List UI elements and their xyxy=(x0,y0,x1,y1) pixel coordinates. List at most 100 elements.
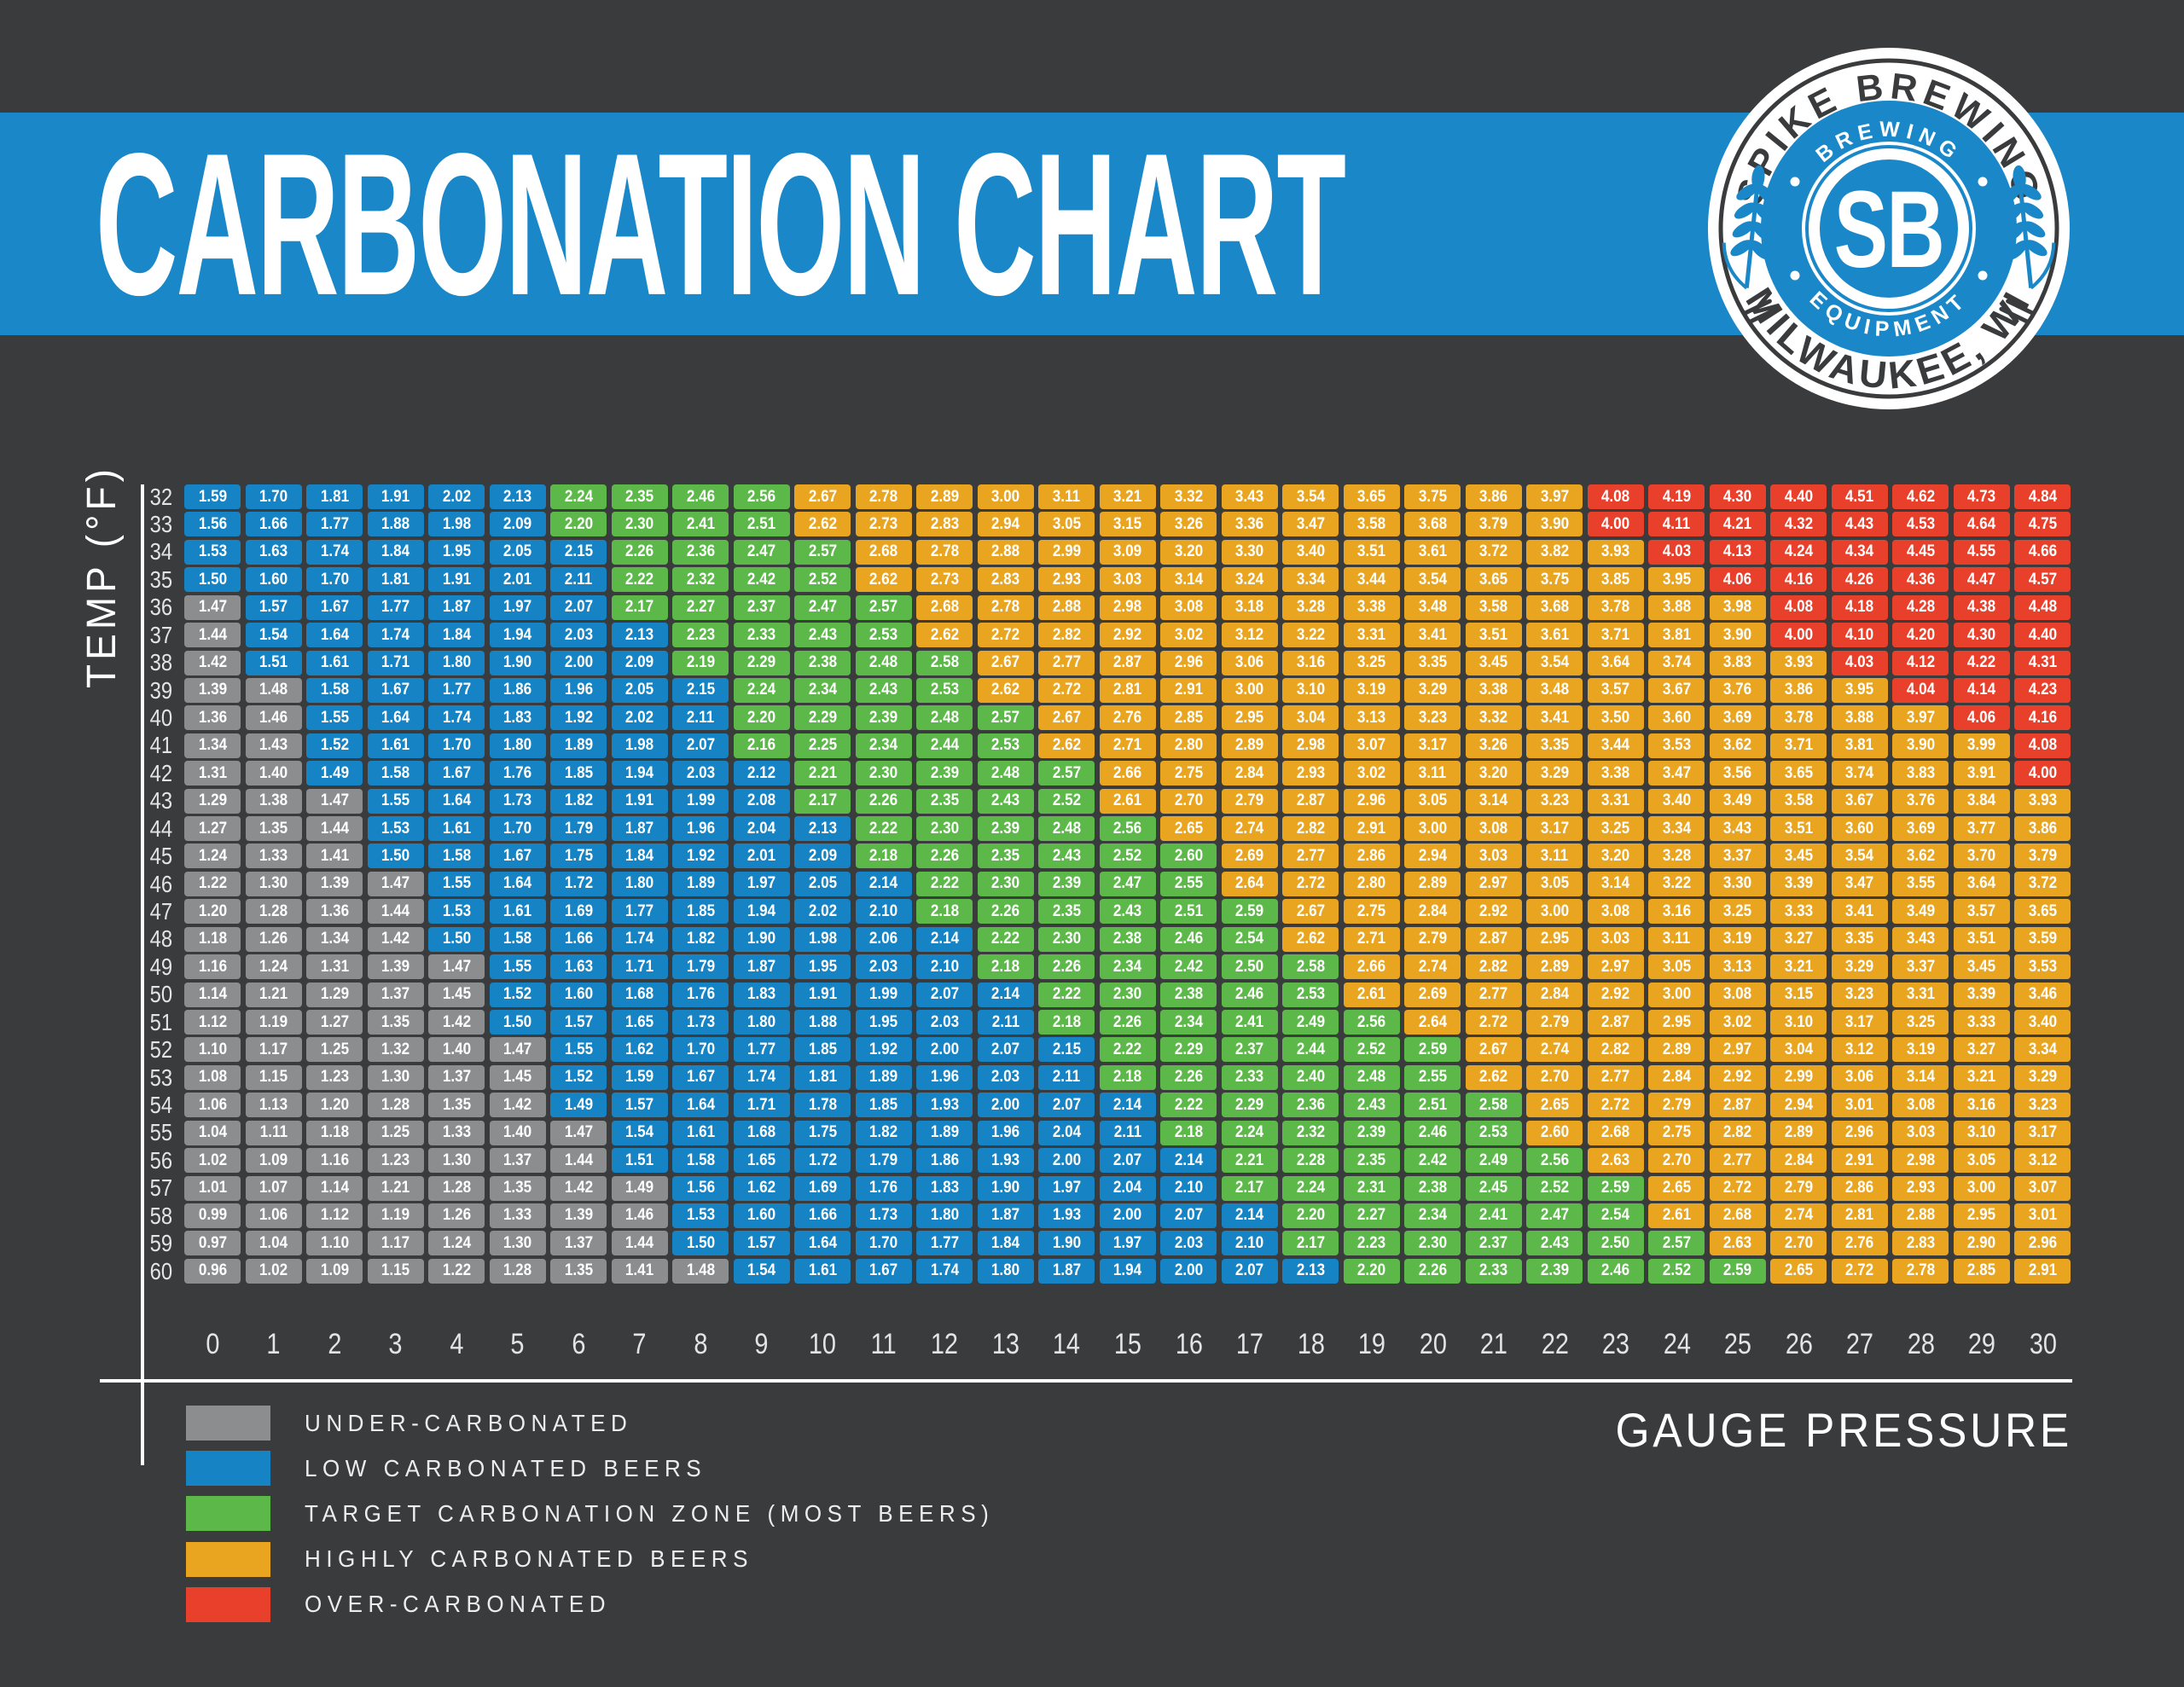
cell-t47-p4: 1.53 xyxy=(428,899,485,925)
cell-t41-p10: 2.25 xyxy=(794,733,851,758)
cell-value: 1.96 xyxy=(564,681,593,699)
cell-value: 3.12 xyxy=(1845,1040,1874,1058)
cell-value: 3.21 xyxy=(1967,1068,1996,1087)
cell-t51-p24: 2.95 xyxy=(1648,1010,1705,1035)
cell-t45-p10: 2.09 xyxy=(794,844,851,869)
cell-t32-p23: 4.08 xyxy=(1587,484,1644,509)
cell-t35-p5: 2.01 xyxy=(489,567,546,593)
cell-value: 2.95 xyxy=(1967,1206,1996,1225)
cell-value: 1.41 xyxy=(624,1261,654,1280)
cell-value: 4.40 xyxy=(1784,487,1814,506)
cell-t57-p16: 2.10 xyxy=(1160,1175,1217,1201)
cell-value: 2.89 xyxy=(1235,736,1264,755)
cell-value: 3.51 xyxy=(1967,930,1996,948)
cell-value: 1.30 xyxy=(258,874,288,893)
cell-t34-p20: 3.61 xyxy=(1404,539,1461,565)
cell-t48-p8: 1.82 xyxy=(672,926,729,952)
cell-value: 1.51 xyxy=(258,653,288,672)
cell-value: 3.16 xyxy=(1967,1095,1996,1114)
cell-value: 2.40 xyxy=(1296,1068,1325,1087)
cell-t32-p15: 3.21 xyxy=(1099,484,1156,509)
cell-value: 1.67 xyxy=(380,681,410,699)
cell-t51-p20: 2.64 xyxy=(1404,1010,1461,1035)
cell-t55-p26: 2.89 xyxy=(1770,1120,1827,1145)
cell-value: 1.74 xyxy=(320,542,349,561)
cell-t34-p25: 4.13 xyxy=(1709,539,1766,565)
cell-t57-p3: 1.21 xyxy=(367,1175,424,1201)
cell-t55-p23: 2.68 xyxy=(1587,1120,1644,1145)
cell-t53-p7: 1.59 xyxy=(611,1064,668,1090)
cell-t43-p27: 3.67 xyxy=(1831,788,1888,814)
cell-t42-p8: 2.03 xyxy=(672,761,729,786)
cell-value: 1.90 xyxy=(502,653,532,672)
cell-value: 2.98 xyxy=(1296,736,1325,755)
cell-value: 2.23 xyxy=(686,625,715,644)
cell-value: 3.46 xyxy=(2028,985,2058,1004)
cell-t47-p27: 3.41 xyxy=(1831,899,1888,925)
cell-value: 2.11 xyxy=(991,1012,1019,1031)
cell-t59-p8: 1.50 xyxy=(672,1231,729,1256)
y-tick-53: 53 xyxy=(149,1064,172,1091)
cell-t34-p16: 3.20 xyxy=(1160,539,1217,565)
cell-value: 3.28 xyxy=(1296,598,1325,617)
cell-t47-p28: 3.49 xyxy=(1892,899,1949,925)
cell-value: 2.19 xyxy=(686,653,715,672)
y-tick-45: 45 xyxy=(149,843,172,870)
cell-value: 2.03 xyxy=(930,1012,959,1031)
cell-t45-p7: 1.84 xyxy=(611,844,668,869)
cell-value: 3.15 xyxy=(1113,514,1142,533)
cell-value: 2.79 xyxy=(1235,791,1264,810)
cell-value: 2.39 xyxy=(1357,1123,1386,1142)
cell-value: 1.01 xyxy=(198,1179,227,1197)
cell-t37-p12: 2.62 xyxy=(916,623,973,648)
cell-value: 2.66 xyxy=(1113,763,1142,782)
cell-t49-p26: 3.21 xyxy=(1770,954,1827,980)
cell-value: 4.06 xyxy=(1967,708,1996,727)
cell-t54-p11: 1.85 xyxy=(855,1093,912,1118)
cell-value: 2.47 xyxy=(808,598,837,617)
cell-value: 3.48 xyxy=(1540,681,1569,699)
cell-t36-p13: 2.78 xyxy=(977,594,1034,620)
cell-t42-p22: 3.29 xyxy=(1526,761,1583,786)
cell-value: 1.54 xyxy=(258,625,288,644)
cell-value: 1.97 xyxy=(1113,1233,1142,1252)
cell-t34-p5: 2.05 xyxy=(489,539,546,565)
cell-value: 3.29 xyxy=(1418,681,1447,699)
cell-t56-p2: 1.16 xyxy=(306,1148,363,1174)
cell-t32-p1: 1.70 xyxy=(245,484,302,509)
cell-value: 2.14 xyxy=(930,930,959,948)
cell-t57-p1: 1.07 xyxy=(245,1175,302,1201)
cell-t56-p16: 2.14 xyxy=(1160,1148,1217,1174)
cell-t49-p28: 3.37 xyxy=(1892,954,1949,980)
cell-value: 1.62 xyxy=(746,1179,776,1197)
cell-t37-p21: 3.51 xyxy=(1465,623,1522,648)
cell-value: 1.53 xyxy=(442,901,471,920)
cell-value: 2.56 xyxy=(1540,1151,1569,1169)
cell-value: 2.78 xyxy=(991,598,1020,617)
cell-value: 2.85 xyxy=(1174,708,1203,727)
cell-value: 1.39 xyxy=(198,681,227,699)
cell-t53-p29: 3.21 xyxy=(1953,1064,2010,1090)
cell-value: 1.89 xyxy=(564,736,593,755)
cell-t46-p1: 1.30 xyxy=(245,871,302,896)
cell-value: 3.98 xyxy=(1723,598,1752,617)
cell-value: 2.47 xyxy=(746,542,776,561)
cell-t56-p22: 2.56 xyxy=(1526,1148,1583,1174)
cell-t35-p7: 2.22 xyxy=(611,567,668,593)
cell-t40-p25: 3.69 xyxy=(1709,705,1766,731)
cell-t40-p15: 2.76 xyxy=(1099,705,1156,731)
cell-value: 1.34 xyxy=(198,736,227,755)
cell-value: 2.14 xyxy=(869,874,898,893)
cell-t50-p18: 2.53 xyxy=(1282,982,1339,1007)
cell-t39-p18: 3.10 xyxy=(1282,677,1339,703)
cell-t50-p16: 2.38 xyxy=(1160,982,1217,1007)
cell-value: 2.07 xyxy=(1235,1261,1264,1280)
carbonation-grid: 1.59 1.70 1.81 1.91 2.02 2.13 2.24 2.35 2.46 2.56… xyxy=(184,484,2071,1284)
cell-value: 2.22 xyxy=(930,874,959,893)
x-axis-label: GAUGE PRESSURE xyxy=(1615,1403,2072,1457)
cell-t47-p21: 2.92 xyxy=(1465,899,1522,925)
cell-value: 1.74 xyxy=(930,1261,959,1280)
cell-t42-p17: 2.84 xyxy=(1221,761,1278,786)
cell-t52-p26: 3.04 xyxy=(1770,1037,1827,1063)
cell-t36-p2: 1.67 xyxy=(306,594,363,620)
